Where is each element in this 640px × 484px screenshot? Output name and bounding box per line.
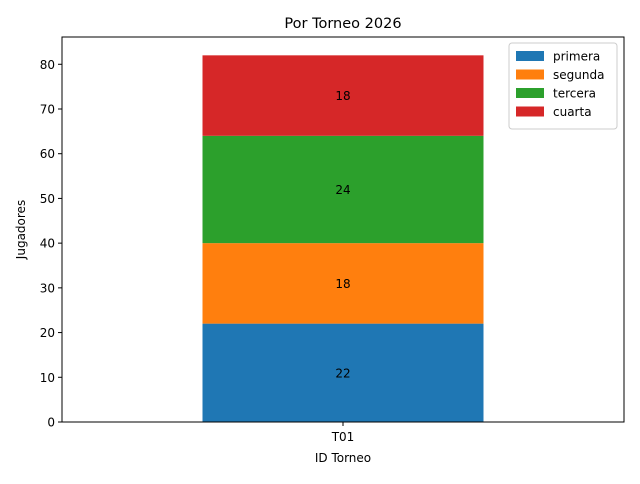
x-axis-label: ID Torneo (315, 451, 371, 465)
y-tick-label-20: 20 (40, 326, 55, 340)
y-tick-label-10: 10 (40, 371, 55, 385)
legend-swatch-segunda (516, 69, 544, 80)
bar-tercera-T01 (202, 135, 484, 244)
legend-swatch-tercera (516, 88, 544, 98)
data-label-primera-T01: 22 (335, 366, 350, 380)
y-axis-label: Jugadores (14, 200, 28, 260)
legend-label-cuarta: cuarta (553, 105, 592, 119)
y-tick-label-40: 40 (40, 237, 55, 251)
y-axis: 0 10 20 30 40 50 60 70 80 (40, 58, 62, 430)
bar-segunda-T01 (202, 243, 484, 324)
bar-cuarta-T01 (202, 55, 484, 136)
legend: primera segunda tercera cuarta (508, 42, 618, 130)
x-axis: T01 (331, 422, 355, 444)
chart-title: Por Torneo 2026 (284, 16, 401, 32)
data-label-segunda-T01: 18 (335, 277, 350, 291)
y-tick-label-70: 70 (40, 102, 55, 116)
legend-swatch-primera (516, 51, 544, 61)
data-label-tercera-T01: 24 (335, 183, 350, 197)
legend-label-primera: primera (553, 50, 600, 64)
legend-label-tercera: tercera (553, 87, 596, 101)
x-tick-label-T01: T01 (331, 430, 355, 444)
y-tick-label-0: 0 (47, 416, 55, 430)
y-tick-label-30: 30 (40, 281, 55, 295)
data-labels-layer: 22 18 24 18 (335, 89, 350, 380)
y-tick-label-60: 60 (40, 147, 55, 161)
legend-swatch-cuarta (516, 106, 544, 117)
legend-label-segunda: segunda (553, 68, 604, 82)
bars-layer (202, 55, 484, 422)
data-label-cuarta-T01: 18 (335, 89, 350, 103)
y-tick-label-50: 50 (40, 192, 55, 206)
bar-primera-T01 (202, 323, 484, 422)
y-tick-label-80: 80 (40, 58, 55, 72)
